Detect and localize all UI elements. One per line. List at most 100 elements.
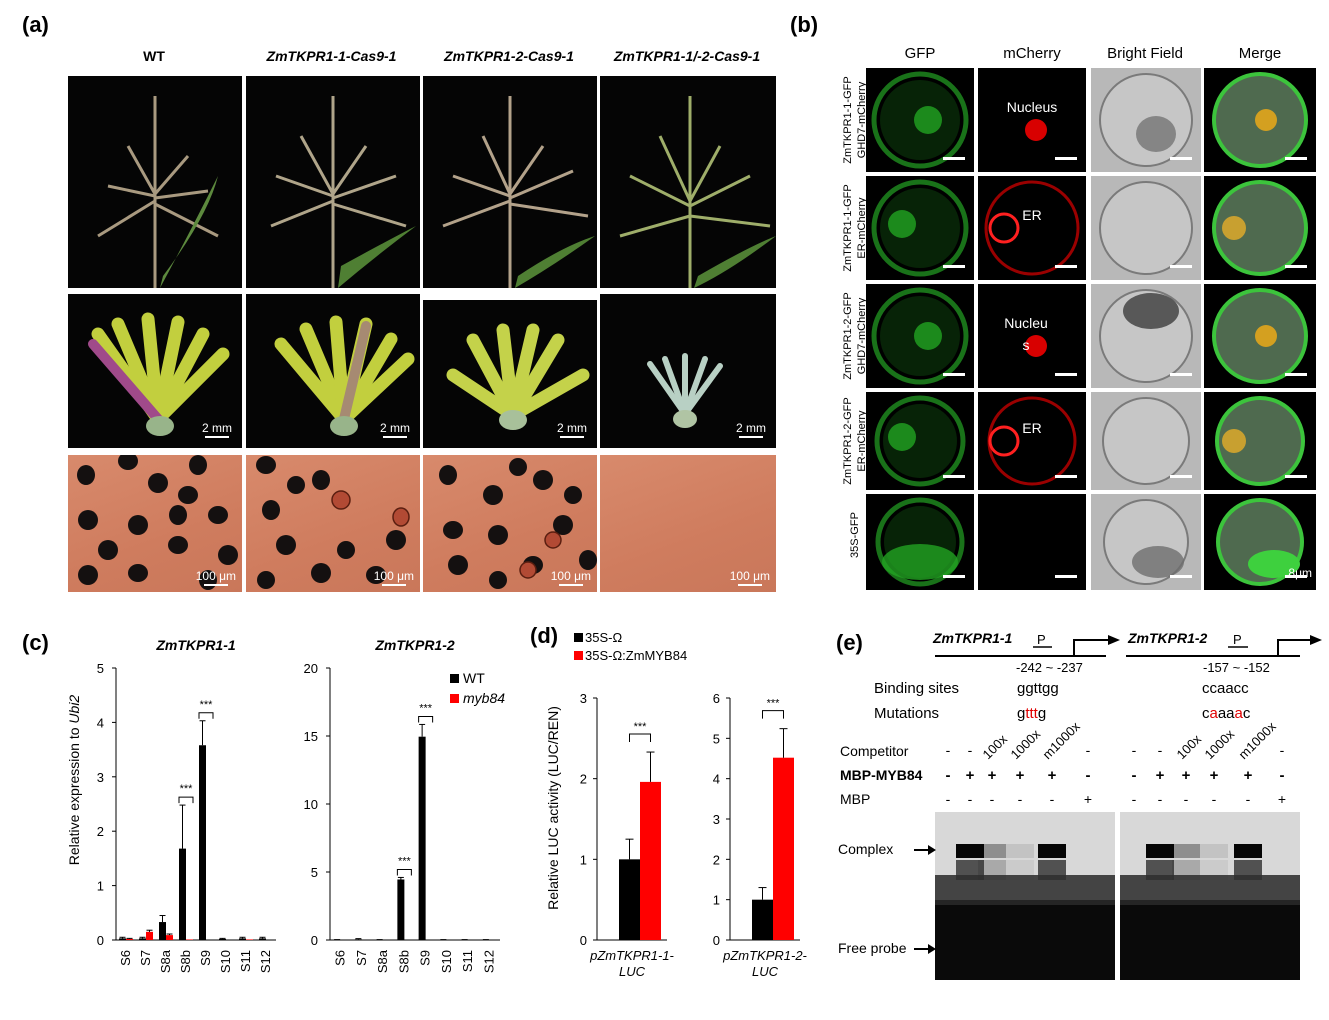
bright-field-cell — [1091, 68, 1201, 172]
merge-er — [1222, 216, 1246, 240]
scale-text: 8μm — [1288, 566, 1312, 580]
tss-arrow-1 — [1073, 639, 1108, 656]
cell-outline — [871, 71, 969, 169]
bar — [773, 757, 794, 940]
gfp-spot — [888, 423, 916, 451]
cytoplasm — [880, 188, 960, 268]
col-header-ko1: ZmTKPR1-1-Cas9-1 — [266, 48, 397, 64]
binding-site-1: ggttgg — [1017, 680, 1059, 697]
scale-bar — [943, 475, 965, 478]
er-signal — [988, 212, 1020, 244]
floret-drawing — [274, 315, 415, 436]
significance-label: *** — [180, 783, 194, 795]
p-label-1: P — [1037, 632, 1046, 647]
complex-smear — [978, 860, 1006, 880]
tassel-photo-ko2 — [423, 76, 597, 288]
legend-label-wt: WT — [463, 670, 485, 686]
mbp-myb84-sign: + — [966, 767, 975, 784]
bar — [219, 938, 226, 940]
cell-outline — [1102, 397, 1190, 485]
scale-bar — [1170, 373, 1192, 376]
col-header-bright-field: Bright Field — [1107, 45, 1183, 62]
cell-drawing — [1102, 397, 1190, 485]
complex-smear — [1172, 860, 1200, 880]
mbp-myb84-sign: - — [1086, 767, 1091, 784]
y-tick-label: 5 — [311, 865, 318, 880]
free-probe-band — [935, 900, 1115, 980]
merge-cell — [1204, 68, 1316, 172]
gfp-spot — [888, 210, 916, 238]
row-label: 35S-GFP — [848, 480, 862, 590]
col-header-double: ZmTKPR1-1/-2-Cas9-1 — [613, 48, 761, 64]
pollen-photo-ko1: 100 μm — [246, 455, 420, 592]
legend-35s: 35S-Ω — [574, 630, 622, 645]
tassel-photo-wt — [68, 76, 242, 288]
scale-bar: 2 mm — [202, 421, 232, 438]
y-tick-label: 3 — [97, 770, 104, 785]
col-header-ko2: ZmTKPR1-2-Cas9-1 — [444, 48, 574, 64]
mutation-seq-2: caaaac — [1202, 705, 1251, 722]
mbp-sign: + — [1278, 791, 1286, 807]
cell-drawing — [874, 395, 966, 487]
mcherry-annotation: ER — [1022, 420, 1041, 436]
y-tick-label: 0 — [580, 933, 587, 948]
bar — [126, 938, 133, 940]
complex-label: Complex — [838, 841, 893, 857]
mbp-myb84-sign: + — [988, 767, 997, 784]
legend-swatch-myb84 — [450, 694, 459, 703]
cell-drawing — [1103, 499, 1189, 585]
mbp-sign: - — [990, 791, 995, 807]
x-tick-label: S12 — [481, 950, 496, 973]
gfp-cell — [866, 392, 974, 490]
significance-bracket — [396, 868, 412, 876]
significance-bracket — [762, 710, 784, 719]
gene-name-2: ZmTKPR1-2 — [1127, 630, 1208, 646]
nucleus-signal — [1025, 335, 1047, 357]
complex-band — [956, 844, 984, 858]
cell-outline — [1215, 396, 1305, 486]
floret-drawing — [647, 353, 723, 428]
complex-band — [1038, 844, 1066, 858]
y-tick-label: 15 — [304, 729, 318, 744]
mbp-sign: - — [1132, 791, 1137, 807]
legend-swatch-black — [574, 633, 583, 642]
competitor-sign: - — [1280, 742, 1285, 758]
chart-title: ZmTKPR1-2 — [374, 637, 455, 653]
tassel-photo-ko1 — [246, 76, 420, 288]
free-probe-band — [1120, 900, 1300, 980]
row-label-line1: 35S-GFP — [849, 512, 861, 558]
mbp-sign: - — [946, 791, 951, 807]
mbp-myb84-sign: + — [1244, 767, 1253, 784]
scale-bar — [1285, 265, 1307, 268]
gfp-spot — [914, 322, 942, 350]
legend-swatch-wt — [450, 674, 459, 683]
cell-drawing — [1215, 396, 1305, 486]
bar — [119, 938, 126, 940]
mcherry-cell: Nucleus — [978, 68, 1086, 172]
cell-drawing — [1099, 181, 1193, 275]
panel-a-label: (a) — [22, 12, 49, 37]
mcherry-cell — [978, 494, 1086, 590]
complex-band — [1200, 844, 1228, 858]
floret-photo-ko1: 2 mm — [246, 294, 420, 448]
significance-bracket — [629, 733, 651, 743]
x-tick-label: S7 — [354, 950, 369, 966]
mbp-label: MBP — [840, 791, 870, 807]
scale-bar — [1055, 265, 1077, 268]
y-tick-label: 1 — [713, 893, 720, 908]
chloroplast-cluster — [1132, 546, 1184, 578]
competitor-amount: 1000x — [1202, 726, 1238, 762]
cell-outline — [871, 179, 969, 277]
x-tick-label: S7 — [138, 950, 153, 966]
row-label: ZmTKPR1-1-GFP ER-mCherry — [841, 173, 869, 283]
er-outline — [984, 180, 1080, 276]
cell-outline — [871, 287, 969, 385]
competitor-amount: 1000x — [1008, 726, 1044, 762]
mcherry-cell: ER — [978, 392, 1086, 490]
y-tick-label: 10 — [304, 797, 318, 812]
legend-35s-myb84: 35S-Ω:ZmMYB84 — [574, 648, 687, 663]
er-signal — [988, 425, 1020, 457]
merge-cell — [1204, 392, 1316, 490]
mbp-myb84-sign: - — [1280, 767, 1285, 784]
scale-bar — [1285, 157, 1307, 160]
